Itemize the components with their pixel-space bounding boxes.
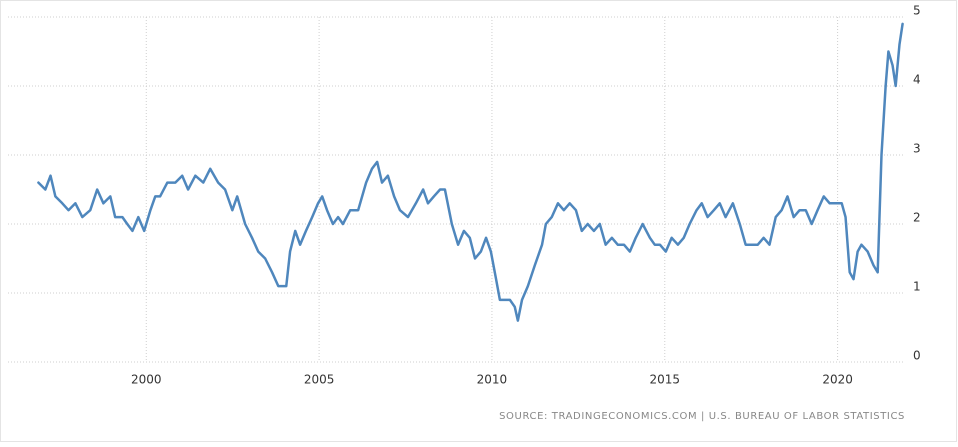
x-tick-label: 2010 xyxy=(477,373,508,387)
x-tick-label: 2020 xyxy=(822,373,853,387)
y-tick-label: 4 xyxy=(913,73,921,87)
y-tick-label: 2 xyxy=(913,211,921,225)
x-tick-label: 2000 xyxy=(131,373,162,387)
y-tick-label: 5 xyxy=(913,4,921,18)
y-tick-label: 3 xyxy=(913,142,921,156)
x-tick-label: 2015 xyxy=(649,373,680,387)
source-note: SOURCE: TRADINGECONOMICS.COM | U.S. BURE… xyxy=(499,411,905,422)
y-tick-label: 0 xyxy=(913,349,921,363)
y-tick-label: 1 xyxy=(913,280,921,294)
x-tick-label: 2005 xyxy=(304,373,335,387)
line-series xyxy=(37,22,904,322)
